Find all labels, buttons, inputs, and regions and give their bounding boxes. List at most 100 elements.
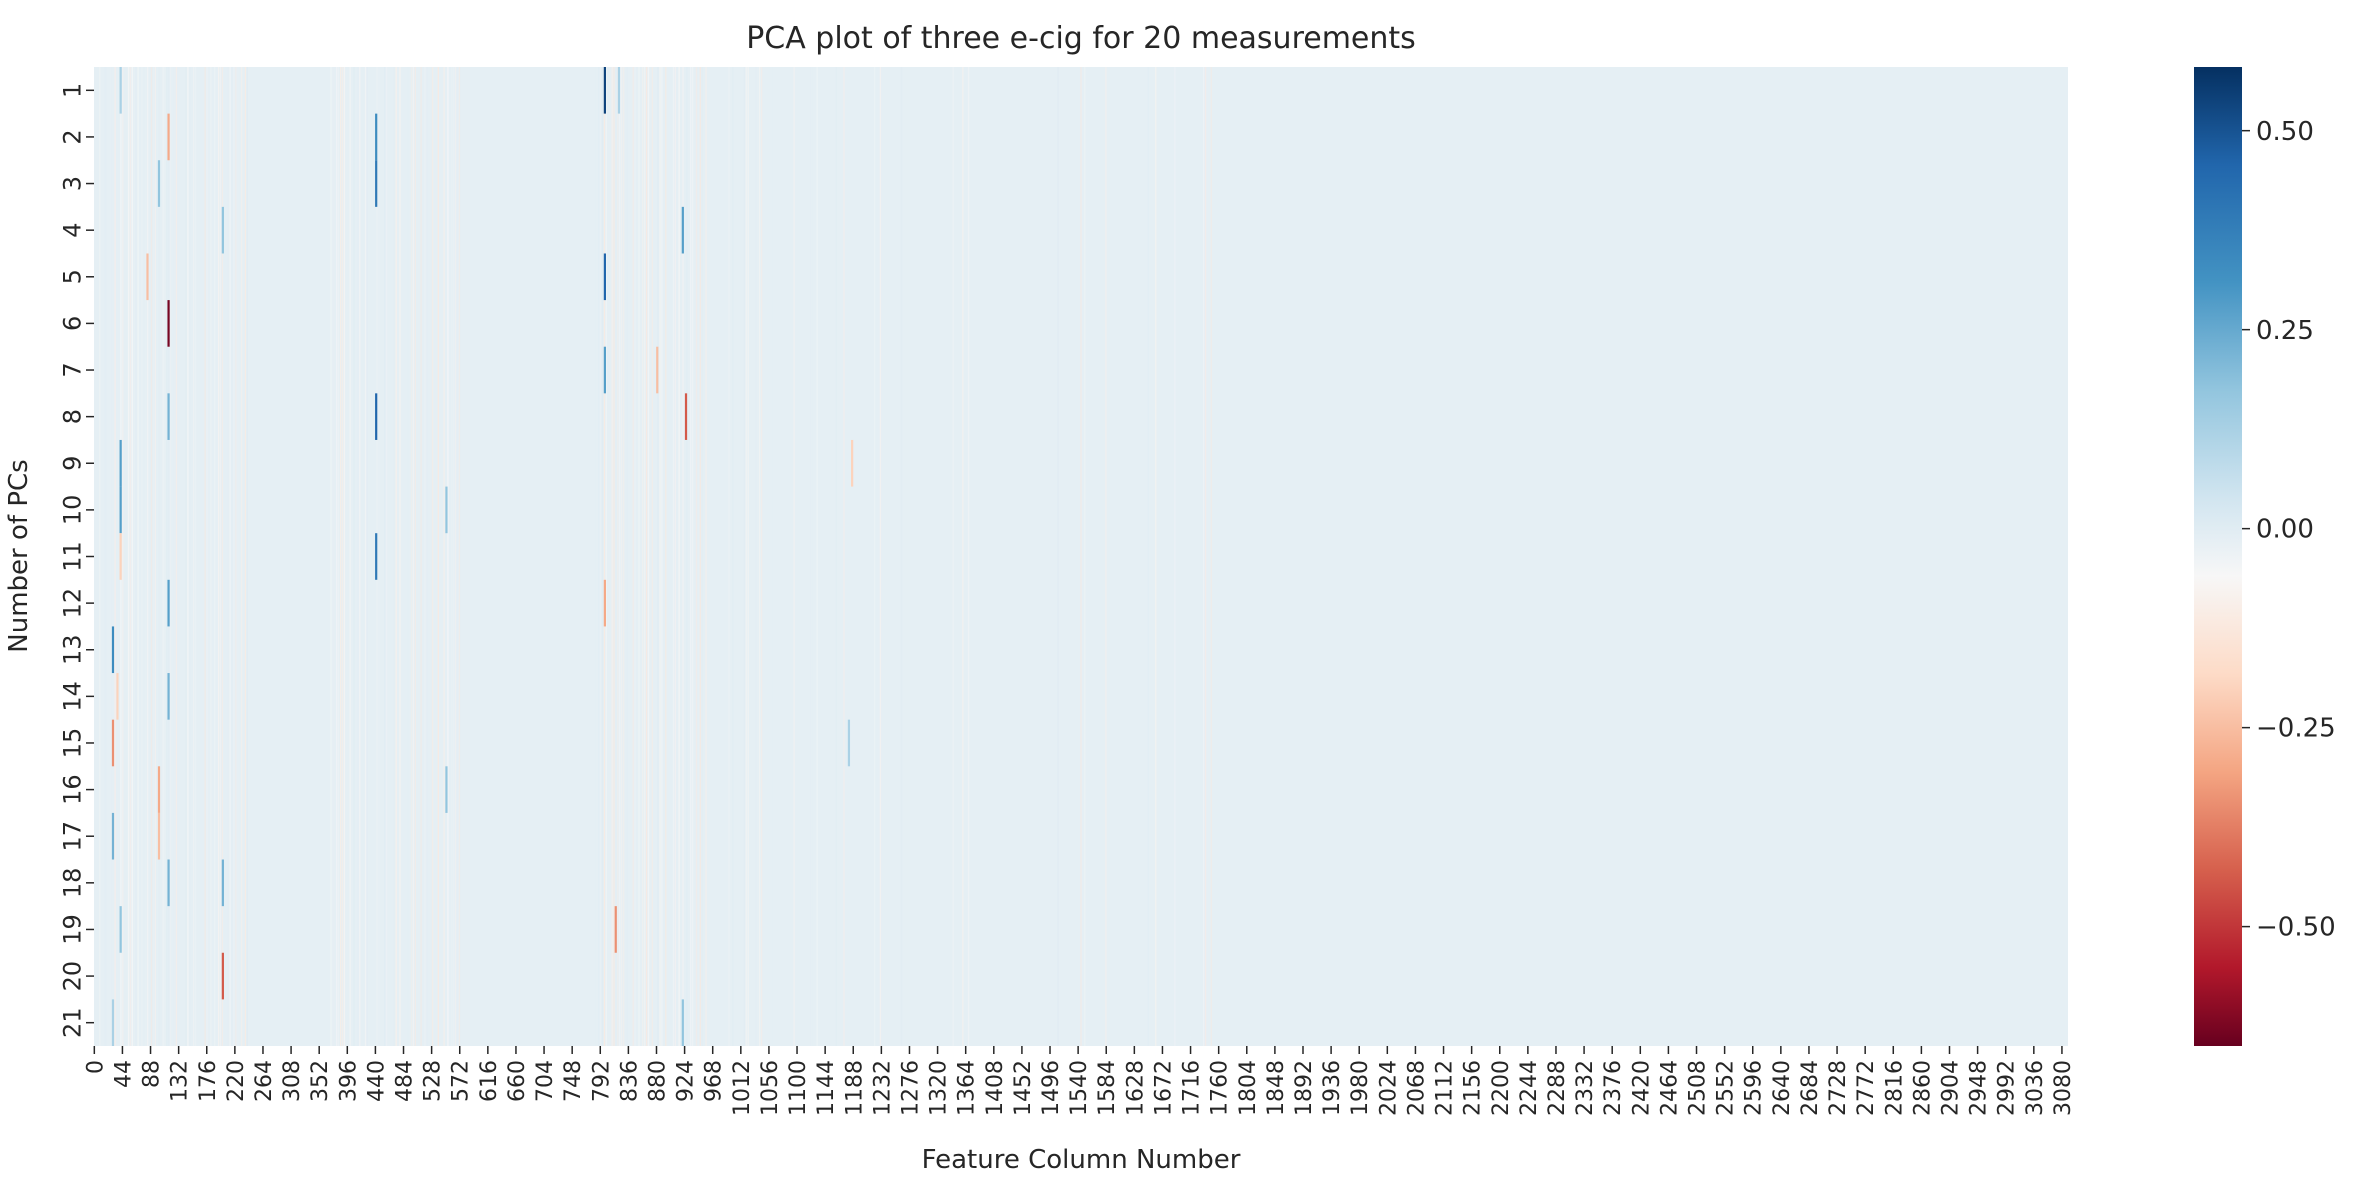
heatmap-cell xyxy=(684,393,688,440)
heatmap-cell xyxy=(603,67,606,114)
heatmap-stripe xyxy=(336,67,338,1046)
x-tick-label: 2376 xyxy=(1601,1060,1626,1116)
heatmap-stripe xyxy=(645,67,648,1046)
colorbar-tick-label: 0.50 xyxy=(2256,117,2314,147)
heatmap-cells xyxy=(111,67,854,1046)
x-tick-label: 440 xyxy=(364,1060,389,1102)
y-tick-label: 21 xyxy=(58,1007,86,1038)
y-tick-label: 11 xyxy=(58,541,86,572)
x-tick-label: 2948 xyxy=(1967,1060,1992,1116)
heatmap-stripe xyxy=(843,67,845,1046)
heatmap-stripe xyxy=(399,67,401,1046)
heatmap-stripe xyxy=(235,67,237,1046)
heatmap-stripe xyxy=(603,67,606,1046)
x-tick-label: 2552 xyxy=(1714,1060,1739,1116)
y-tick-label: 6 xyxy=(58,316,86,331)
heatmap-stripe xyxy=(601,67,604,1046)
x-tick-label: 748 xyxy=(561,1060,586,1102)
heatmap-cell xyxy=(167,300,170,347)
heatmap-cell xyxy=(167,673,170,720)
heatmap-stripe xyxy=(185,67,187,1046)
heatmap-stripe xyxy=(651,67,653,1046)
x-tick-label: 2288 xyxy=(1545,1060,1570,1116)
heatmap-cell xyxy=(167,113,170,161)
x-tick-label: 2464 xyxy=(1657,1060,1682,1116)
heatmap-stripe xyxy=(1080,67,1082,1046)
x-tick-label: 1056 xyxy=(758,1060,783,1116)
x-tick-label: 1100 xyxy=(786,1060,811,1116)
heatmap-stripe xyxy=(147,67,149,1046)
heatmap-stripe xyxy=(131,67,133,1046)
heatmap-cell xyxy=(167,579,170,627)
x-tick-label: 1848 xyxy=(1264,1060,1289,1116)
heatmap-stripe xyxy=(231,67,233,1046)
heatmap-stripe xyxy=(420,67,422,1046)
heatmap-stripe xyxy=(443,67,445,1046)
heatmap-stripe xyxy=(810,67,813,1046)
heatmap-stripe xyxy=(339,67,342,1046)
heatmap-stripe xyxy=(359,67,361,1046)
colorbar-tick-label: −0.25 xyxy=(2256,714,2336,744)
heatmap-stripe xyxy=(227,67,229,1046)
heatmap-stripe xyxy=(393,67,395,1046)
heatmap-stripe xyxy=(1210,67,1212,1046)
heatmap-stripe xyxy=(164,67,166,1046)
y-tick-label: 13 xyxy=(58,634,86,665)
heatmap-stripe xyxy=(760,67,763,1046)
y-tick-label: 4 xyxy=(58,223,86,238)
heatmap-stripe xyxy=(659,67,661,1046)
y-tick-label: 1 xyxy=(58,83,86,98)
heatmap-stripe xyxy=(453,67,455,1046)
y-tick-label: 17 xyxy=(58,821,86,852)
heatmap-stripe xyxy=(141,67,143,1046)
heatmap-stripe xyxy=(137,67,139,1046)
heatmap-stripe xyxy=(1057,67,1059,1046)
heatmap-stripe xyxy=(332,67,334,1046)
heatmap-stripe xyxy=(214,67,216,1046)
heatmap-stripe xyxy=(454,67,457,1046)
x-tick-label: 132 xyxy=(168,1060,193,1102)
x-tick-label: 572 xyxy=(449,1060,474,1102)
heatmap-stripe xyxy=(647,67,650,1046)
heatmap-stripe xyxy=(755,67,757,1046)
x-tick-label: 0 xyxy=(83,1060,108,1074)
x-tick-label: 2772 xyxy=(1854,1060,1879,1116)
heatmap-stripe xyxy=(437,67,439,1046)
heatmap-stripe xyxy=(599,67,602,1046)
y-tick-label: 5 xyxy=(58,269,86,284)
heatmap-stripe xyxy=(879,67,882,1046)
x-tick-label: 2684 xyxy=(1798,1060,1823,1116)
heatmap-cell xyxy=(119,67,122,114)
heatmap-cell xyxy=(375,533,378,580)
heatmap-stripe xyxy=(341,67,344,1046)
heatmap-stripes xyxy=(99,67,1212,1046)
heatmap-stripe xyxy=(701,67,703,1046)
heatmap-stripe xyxy=(1105,67,1107,1046)
heatmap-stripe xyxy=(682,67,684,1046)
heatmap-cell xyxy=(851,439,854,487)
x-axis-label: Feature Column Number xyxy=(922,1145,1241,1175)
x-tick-label: 792 xyxy=(589,1060,614,1102)
x-tick-label: 1804 xyxy=(1236,1060,1261,1116)
heatmap-stripe xyxy=(173,67,176,1046)
heatmap-stripe xyxy=(426,67,428,1046)
heatmap-stripe xyxy=(395,67,397,1046)
heatmap-stripe xyxy=(152,67,155,1046)
heatmap-stripe xyxy=(217,67,220,1046)
y-tick-label: 8 xyxy=(58,409,86,424)
heatmap-stripe xyxy=(594,67,596,1046)
heatmap-cell xyxy=(221,206,224,254)
x-tick-label: 660 xyxy=(505,1060,530,1102)
heatmap-cell xyxy=(146,253,149,301)
heatmap-stripe xyxy=(384,67,386,1046)
heatmap-stripe xyxy=(233,67,235,1046)
heatmap-stripe xyxy=(874,67,876,1046)
heatmap-cell xyxy=(681,999,684,1046)
x-tick-label: 1716 xyxy=(1180,1060,1205,1116)
x-tick-label: 2728 xyxy=(1826,1060,1851,1116)
x-tick-label: 1408 xyxy=(983,1060,1008,1116)
y-tick-label: 14 xyxy=(58,681,86,712)
heatmap-stripe xyxy=(451,67,453,1046)
heatmap-stripe xyxy=(661,67,663,1046)
heatmap-stripe xyxy=(456,67,459,1046)
